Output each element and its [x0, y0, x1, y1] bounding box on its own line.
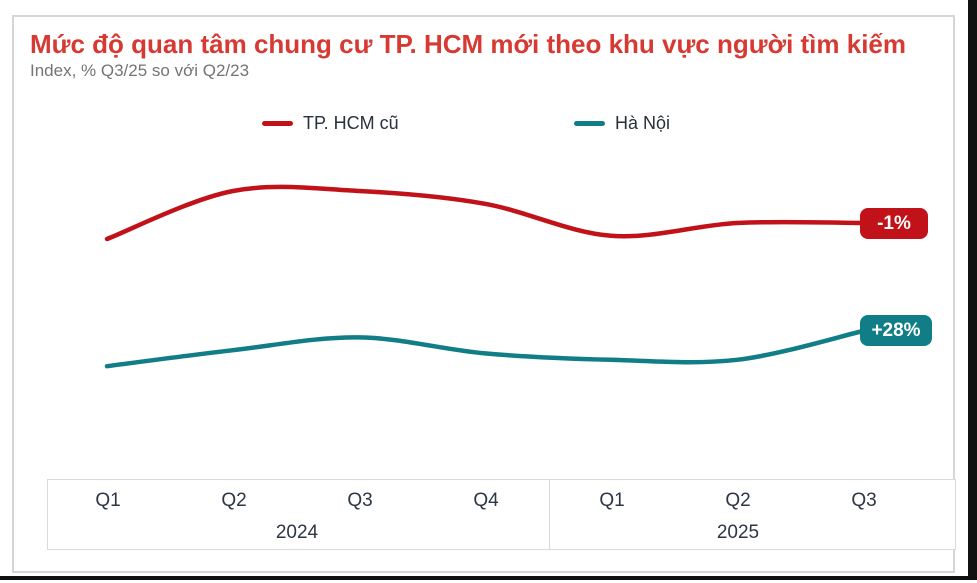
- axis-quarter-label: Q3: [851, 490, 877, 511]
- legend-item-hanoi: Hà Nội: [574, 113, 670, 134]
- axis-quarter-label: Q1: [599, 490, 625, 511]
- legend-swatch-teal-icon: [574, 121, 605, 126]
- line-chart-svg: [104, 184, 866, 369]
- axis-quarter-label: Q2: [725, 490, 751, 511]
- window-edge-right: [968, 0, 977, 580]
- axis-quarter-label: Q3: [347, 490, 373, 511]
- axis-quarter-label: Q4: [473, 490, 499, 511]
- value-badge-hanoi: +28%: [860, 315, 932, 346]
- axis-year-divider: [549, 480, 550, 549]
- axis-quarter-label: Q2: [221, 490, 247, 511]
- axis-year-label: 2025: [716, 522, 760, 543]
- line-chart-plot-area: [47, 152, 956, 482]
- hcm-line: [104, 184, 866, 242]
- hanoi-line: [104, 328, 866, 369]
- legend-label-hcm: TP. HCM cũ: [303, 113, 399, 133]
- chart-subtitle: Index, % Q3/25 so với Q2/23: [30, 61, 250, 80]
- window-edge-bottom: [0, 576, 977, 580]
- axis-quarter-label: Q1: [95, 490, 121, 511]
- legend-item-hcm: TP. HCM cũ: [262, 113, 399, 134]
- legend-label-hanoi: Hà Nội: [615, 113, 671, 133]
- chart-title: Mức độ quan tâm chung cư TP. HCM mới the…: [30, 29, 907, 59]
- legend-swatch-red-icon: [262, 121, 293, 126]
- x-axis-table: Q1 Q2 Q3 Q4 Q1 Q2 Q3 2024 2025: [47, 479, 956, 550]
- value-badge-hcm: -1%: [860, 208, 928, 239]
- chart-card: Mức độ quan tâm chung cư TP. HCM mới the…: [12, 15, 956, 573]
- axis-year-label: 2024: [275, 522, 319, 543]
